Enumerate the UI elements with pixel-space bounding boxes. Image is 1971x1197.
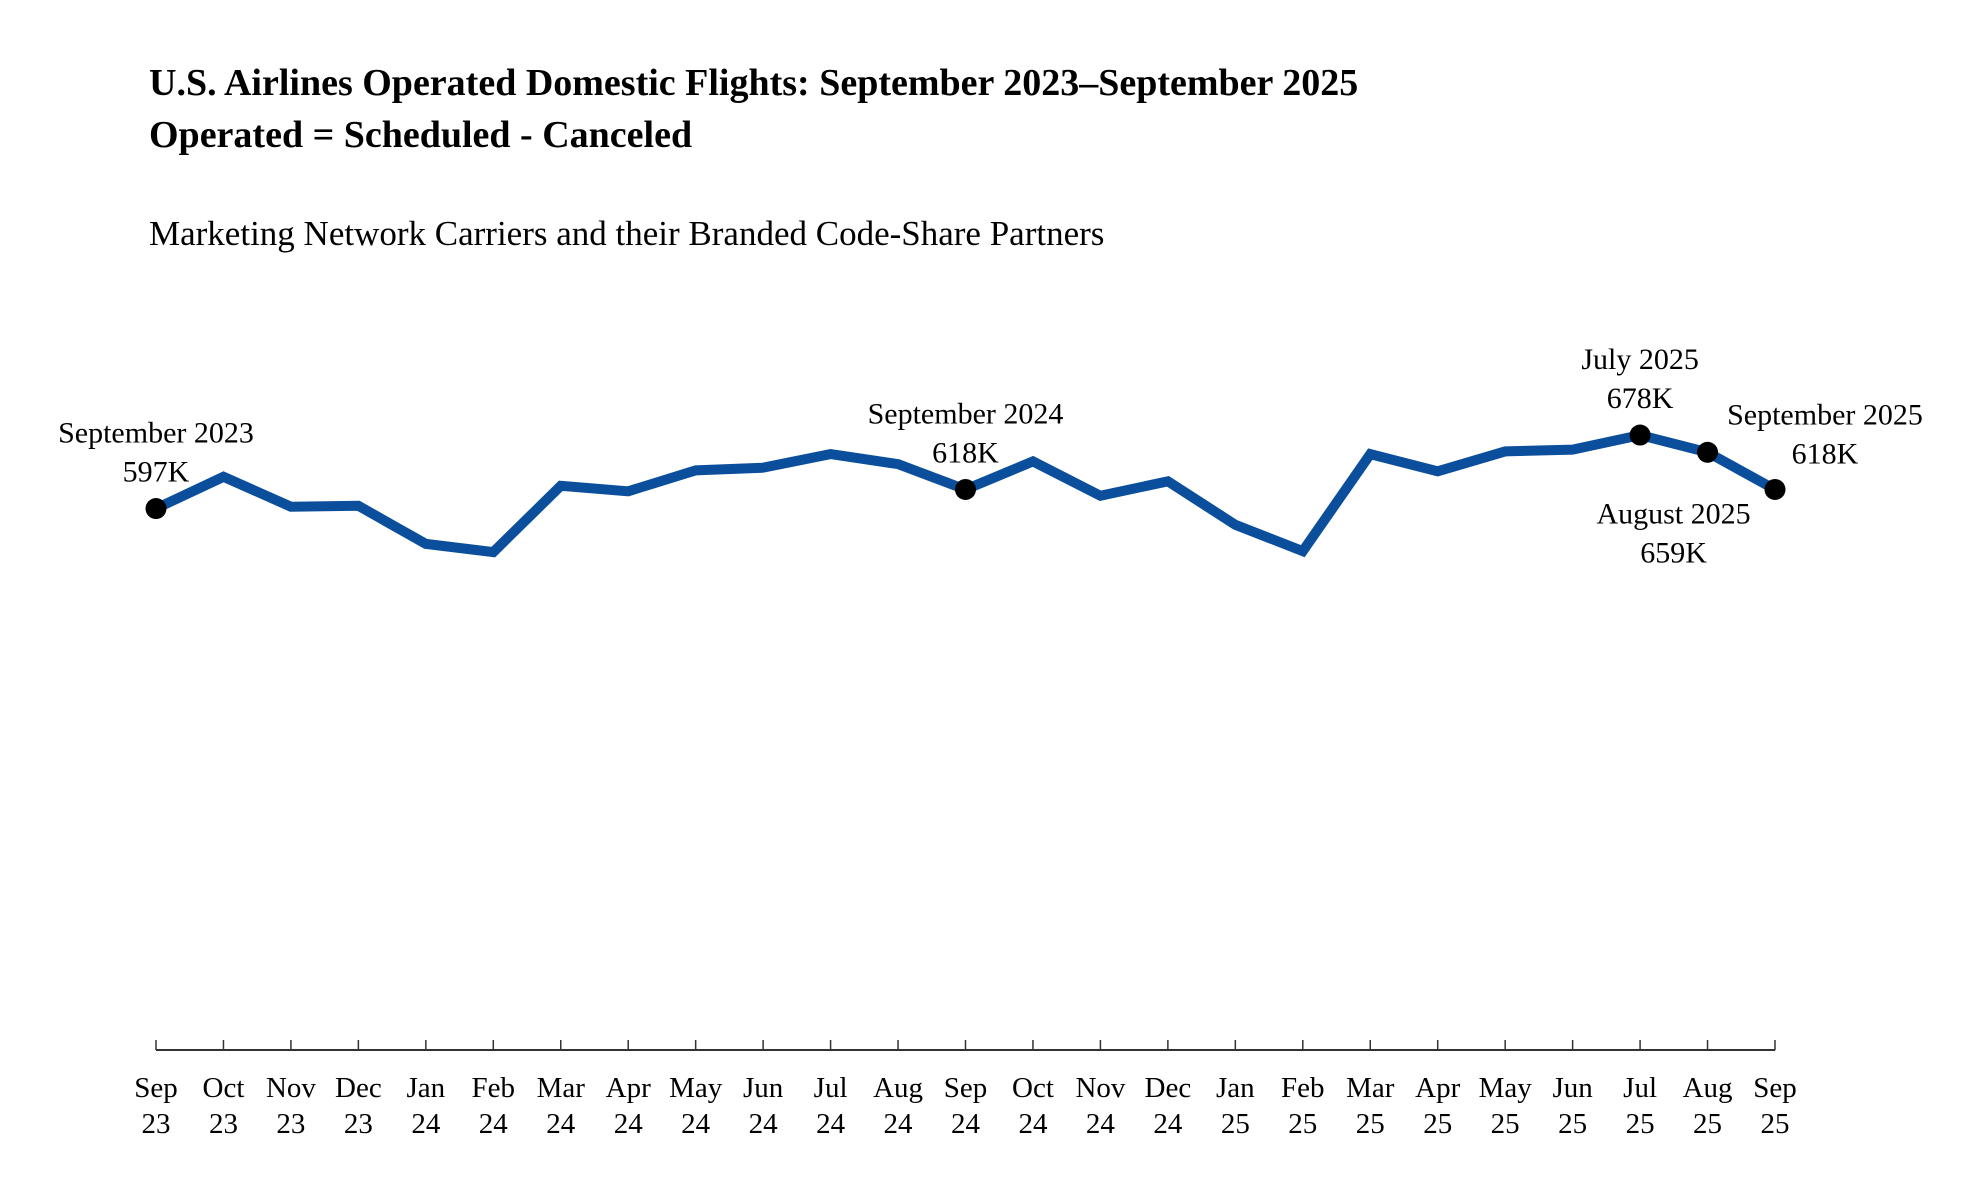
x-tick-label-year: 23	[344, 1108, 373, 1140]
x-tick-label-year: 24	[1153, 1108, 1183, 1140]
x-tick-label-year: 23	[276, 1108, 305, 1140]
x-tick-label-month: Jul	[814, 1072, 848, 1104]
x-tick-label-month: Sep	[134, 1072, 178, 1104]
chart-subtitle: Marketing Network Carriers and their Bra…	[149, 214, 1105, 253]
x-tick-label-month: Sep	[1753, 1072, 1797, 1104]
x-tick-label-month: Sep	[944, 1072, 988, 1104]
x-tick-label-month: Jan	[1216, 1072, 1255, 1104]
x-tick-label-year: 24	[951, 1108, 981, 1140]
x-tick-label-year: 25	[1693, 1108, 1722, 1140]
x-tick-label-month: May	[1479, 1072, 1533, 1104]
chart-title-line2: Operated = Scheduled - Canceled	[149, 114, 693, 156]
x-tick-label-year: 24	[1086, 1108, 1116, 1140]
annotation-label: August 2025	[1596, 497, 1750, 530]
x-tick-label-year: 25	[1558, 1108, 1587, 1140]
x-tick-label-year: 25	[1491, 1108, 1520, 1140]
data-point-marker	[955, 478, 976, 500]
x-tick-label-month: Feb	[1281, 1072, 1325, 1104]
annotation-label: July 2025	[1581, 343, 1699, 376]
x-tick-label-year: 25	[1761, 1108, 1790, 1140]
x-tick-label-month: Mar	[537, 1072, 586, 1104]
x-tick-label-month: Mar	[1346, 1072, 1395, 1104]
x-tick-label-year: 23	[209, 1108, 238, 1140]
annotation-value: 597K	[123, 456, 190, 489]
x-tick-label-month: Aug	[873, 1072, 923, 1104]
x-tick-label-month: Feb	[472, 1072, 516, 1104]
annotation-label: September 2023	[58, 417, 254, 450]
x-tick-label-year: 24	[749, 1108, 779, 1140]
x-tick-label-year: 24	[411, 1108, 441, 1140]
x-tick-label-year: 24	[816, 1108, 846, 1140]
annotation-value: 618K	[1792, 437, 1859, 470]
chart-title: U.S. Airlines Operated Domestic Flights:…	[149, 62, 1359, 104]
x-tick-label-year: 25	[1356, 1108, 1385, 1140]
x-tick-label-month: Aug	[1683, 1072, 1733, 1104]
x-tick-label-month: Dec	[335, 1072, 382, 1104]
x-tick-label-year: 24	[614, 1108, 644, 1140]
x-tick-label-month: Apr	[606, 1072, 651, 1104]
x-tick-label-month: Jun	[743, 1072, 784, 1104]
annotation-value: 659K	[1640, 536, 1707, 569]
annotation-label: September 2024	[868, 397, 1064, 430]
x-tick-label-year: 25	[1288, 1108, 1317, 1140]
x-tick-label-month: Nov	[266, 1072, 316, 1104]
x-tick-label-month: Jul	[1623, 1072, 1657, 1104]
annotation-label: September 2025	[1727, 398, 1923, 431]
x-tick-label-year: 24	[546, 1108, 576, 1140]
x-tick-label-year: 23	[142, 1108, 171, 1140]
x-tick-label-month: Jun	[1552, 1072, 1593, 1104]
data-point-marker	[145, 498, 167, 520]
data-point-marker	[1764, 478, 1786, 500]
x-tick-label-year: 25	[1626, 1108, 1655, 1140]
x-tick-label-year: 25	[1221, 1108, 1250, 1140]
x-tick-label-month: Dec	[1145, 1072, 1192, 1104]
x-tick-label-month: Oct	[1012, 1072, 1054, 1104]
data-point-marker	[1697, 441, 1719, 463]
x-tick-label-year: 24	[681, 1108, 711, 1140]
x-tick-label-month: Nov	[1075, 1072, 1125, 1104]
x-tick-label-month: May	[669, 1072, 723, 1104]
x-tick-label-month: Apr	[1415, 1072, 1460, 1104]
x-tick-label-year: 24	[479, 1108, 509, 1140]
data-point-marker	[1629, 424, 1651, 446]
x-tick-label-year: 24	[1018, 1108, 1048, 1140]
x-tick-label-year: 24	[884, 1108, 914, 1140]
x-tick-label-month: Oct	[203, 1072, 245, 1104]
x-tick-label-month: Jan	[406, 1072, 445, 1104]
annotation-value: 618K	[932, 436, 999, 469]
x-tick-label-year: 25	[1423, 1108, 1452, 1140]
annotation-value: 678K	[1607, 382, 1674, 415]
